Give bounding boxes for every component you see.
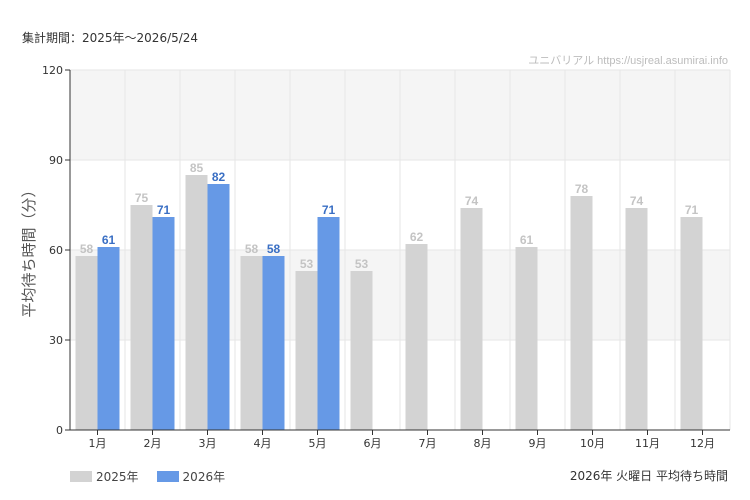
- bar-2025: [405, 244, 428, 430]
- grid-lines: [70, 69, 731, 430]
- bar-value-label: 71: [685, 203, 699, 217]
- legend-item-2025[interactable]: 2025年: [70, 468, 139, 485]
- x-tick-label: 11月: [635, 437, 660, 450]
- bar-2025: [75, 256, 98, 430]
- watermark: ユニバリアル https://usjreal.asumirai.info: [528, 54, 728, 67]
- bar-value-label: 82: [212, 170, 226, 184]
- bar-2025: [240, 256, 263, 430]
- y-tick-label: 60: [49, 244, 63, 257]
- chart-footer-title: 2026年 火曜日 平均待ち時間: [569, 469, 728, 483]
- x-tick-labels: 1月 2月 3月 4月 5月 6月 7月 8月 9月 10月 11月 12月: [89, 437, 716, 450]
- axes: [65, 69, 730, 435]
- bar-2026: [97, 247, 120, 430]
- y-axis-label: 平均待ち時間（分）: [20, 182, 38, 317]
- y-tick-labels: 0 30 60 90 120: [42, 64, 63, 437]
- bar-value-label: 53: [300, 257, 314, 271]
- bar-2026: [207, 184, 230, 430]
- x-tick-label: 12月: [690, 437, 715, 450]
- bar-value-labels: 58 61 75 71 85 82 58 58 53 71 53 62 74 61 78 74 71: [80, 161, 699, 271]
- x-tick-label: 3月: [199, 437, 217, 450]
- legend-label-2025: 2025年: [96, 470, 139, 484]
- x-tick-label: 2月: [144, 437, 162, 450]
- bar-2025: [295, 271, 318, 430]
- bar-2025: [130, 205, 153, 430]
- period-label: 集計期間：2025年～2026/5/24: [22, 31, 199, 45]
- x-tick-label: 4月: [254, 437, 272, 450]
- bar-2025: [460, 208, 483, 430]
- bar-value-label: 58: [245, 242, 259, 256]
- legend-swatch-2025: [70, 471, 92, 482]
- bar-value-label: 78: [575, 182, 589, 196]
- bar-value-label: 75: [135, 191, 149, 205]
- bars: [75, 175, 703, 430]
- bar-value-label: 74: [465, 194, 479, 208]
- x-tick-label: 6月: [364, 437, 382, 450]
- y-tick-label: 0: [56, 424, 63, 437]
- bar-value-label: 58: [80, 242, 94, 256]
- bar-value-label: 71: [322, 203, 336, 217]
- y-tick-label: 90: [49, 154, 63, 167]
- bar-value-label: 71: [157, 203, 171, 217]
- legend-item-2026[interactable]: 2026年: [156, 468, 226, 485]
- bar-2025: [515, 247, 538, 430]
- x-tick-label: 9月: [529, 437, 547, 450]
- bar-2026: [317, 217, 340, 430]
- bar-value-label: 62: [410, 230, 424, 244]
- legend: 2025年 2026年: [70, 468, 225, 485]
- bar-2026: [262, 256, 285, 430]
- bar-value-label: 85: [190, 161, 204, 175]
- bar-value-label: 74: [630, 194, 644, 208]
- bar-2025: [350, 271, 373, 430]
- bar-2025: [680, 217, 703, 430]
- legend-label-2026: 2026年: [182, 470, 226, 484]
- x-tick-label: 7月: [419, 437, 437, 450]
- legend-swatch-2026: [156, 471, 179, 482]
- bar-value-label: 61: [102, 233, 116, 247]
- y-tick-label: 120: [42, 64, 63, 77]
- bar-2025: [185, 175, 208, 430]
- x-tick-label: 5月: [309, 437, 327, 450]
- bar-value-label: 53: [355, 257, 369, 271]
- y-tick-label: 30: [49, 334, 63, 347]
- bar-2026: [152, 217, 175, 430]
- bar-2025: [570, 196, 593, 430]
- x-tick-label: 8月: [474, 437, 492, 450]
- bar-2025: [625, 208, 648, 430]
- x-tick-label: 10月: [580, 437, 605, 450]
- x-tick-label: 1月: [89, 437, 107, 450]
- bar-value-label: 58: [267, 242, 281, 256]
- bar-value-label: 61: [520, 233, 534, 247]
